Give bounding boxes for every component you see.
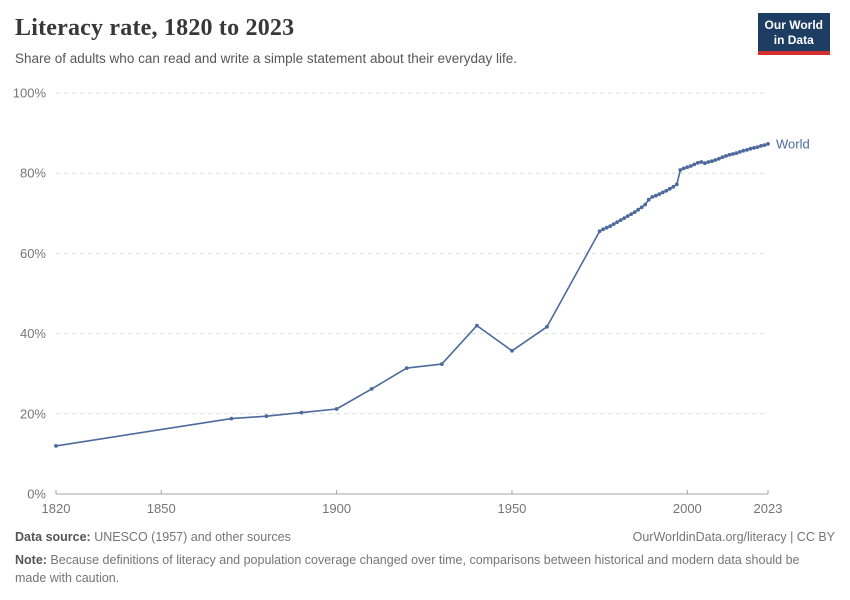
data-point[interactable] [369, 387, 374, 391]
data-point[interactable] [54, 444, 58, 448]
data-point[interactable] [629, 212, 634, 217]
data-point[interactable] [752, 146, 756, 150]
y-axis-label: 40% [20, 326, 46, 341]
page-title: Literacy rate, 1820 to 2023 [15, 15, 295, 41]
data-point[interactable] [334, 407, 339, 411]
data-point[interactable] [713, 158, 718, 162]
data-point[interactable] [766, 142, 770, 146]
data-point[interactable] [639, 205, 644, 210]
data-point[interactable] [601, 227, 606, 232]
owid-logo-line2: in Data [773, 33, 814, 47]
data-source-text: UNESCO (1957) and other sources [90, 530, 291, 544]
line-chart: 0% 20% 40% 60% 80% 100% 1820 1850 1900 1950 2000 20… [13, 86, 810, 517]
data-point[interactable] [545, 324, 549, 329]
data-point[interactable] [625, 214, 630, 219]
data-point[interactable] [636, 207, 641, 212]
data-point[interactable] [674, 182, 679, 187]
owid-link[interactable]: OurWorldinData.org/literacy | CC BY [632, 530, 835, 544]
data-point[interactable] [618, 218, 623, 223]
data-point[interactable] [667, 186, 672, 191]
x-axis-label: 2023 [754, 501, 783, 516]
data-point[interactable] [664, 188, 669, 193]
data-point[interactable] [615, 220, 620, 225]
data-point[interactable] [632, 210, 637, 215]
data-point[interactable] [643, 202, 648, 207]
data-point[interactable] [264, 414, 269, 419]
x-axis-label: 1820 [42, 501, 71, 516]
data-point[interactable] [727, 152, 732, 157]
data-point[interactable] [681, 166, 686, 171]
x-axis-label: 1950 [497, 501, 526, 516]
data-point[interactable] [706, 160, 711, 164]
data-source: Data source: UNESCO (1957) and other sou… [15, 529, 291, 547]
owid-logo-line1: Our World [764, 18, 823, 32]
series-line[interactable] [55, 143, 769, 447]
data-point[interactable] [646, 197, 651, 202]
data-point[interactable] [741, 148, 746, 153]
data-point[interactable] [604, 225, 609, 230]
data-point[interactable] [759, 144, 763, 148]
note-row: Note: Because definitions of literacy an… [15, 552, 810, 588]
data-point[interactable] [608, 224, 613, 229]
data-point[interactable] [748, 146, 753, 151]
data-point[interactable] [762, 143, 767, 147]
data-point[interactable] [404, 366, 409, 370]
y-axis-label: 20% [20, 406, 46, 421]
data-point[interactable] [731, 152, 735, 156]
y-axis-label: 0% [27, 487, 46, 502]
data-point[interactable] [678, 168, 683, 172]
data-point[interactable] [611, 222, 616, 227]
data-point[interactable] [299, 410, 304, 415]
data-source-label: Data source: [15, 530, 91, 544]
data-point[interactable] [622, 216, 627, 221]
data-point[interactable] [720, 155, 725, 160]
data-point[interactable] [510, 348, 514, 353]
source-row: Data source: UNESCO (1957) and other sou… [15, 529, 835, 547]
data-point[interactable] [738, 150, 742, 154]
data-point[interactable] [724, 154, 728, 158]
data-point[interactable] [696, 160, 700, 165]
x-axis-label: 1850 [147, 501, 176, 516]
data-point[interactable] [688, 164, 693, 168]
y-axis-label: 60% [20, 246, 46, 261]
x-axis-label: 2000 [673, 501, 702, 516]
data-point[interactable] [653, 193, 658, 198]
data-point[interactable] [692, 162, 697, 167]
data-point[interactable] [755, 145, 760, 149]
data-point[interactable] [734, 151, 739, 155]
data-point[interactable] [717, 156, 721, 161]
data-point[interactable] [229, 416, 234, 421]
y-axis-label: 100% [13, 86, 47, 101]
data-point[interactable] [745, 148, 749, 152]
y-axis-label: 80% [20, 166, 46, 181]
data-point[interactable] [710, 159, 714, 164]
data-point[interactable] [699, 160, 704, 164]
data-point[interactable] [660, 190, 665, 195]
chart-subtitle: Share of adults who can read and write a… [15, 51, 518, 66]
note-label: Note: [15, 552, 47, 567]
data-point[interactable] [439, 362, 444, 366]
owid-logo[interactable]: Our World in Data [757, 13, 830, 55]
data-point[interactable] [703, 161, 707, 166]
data-point[interactable] [475, 323, 479, 328]
data-point[interactable] [671, 184, 676, 189]
data-point[interactable] [657, 192, 662, 196]
data-point[interactable] [685, 165, 690, 170]
series-end-label[interactable]: World [776, 136, 810, 151]
x-axis-label: 1900 [322, 501, 351, 516]
chart-footer: Data source: UNESCO (1957) and other sou… [15, 529, 835, 587]
note-text: Because definitions of literacy and popu… [15, 552, 800, 585]
data-point[interactable] [650, 195, 655, 199]
data-point[interactable] [597, 229, 602, 234]
